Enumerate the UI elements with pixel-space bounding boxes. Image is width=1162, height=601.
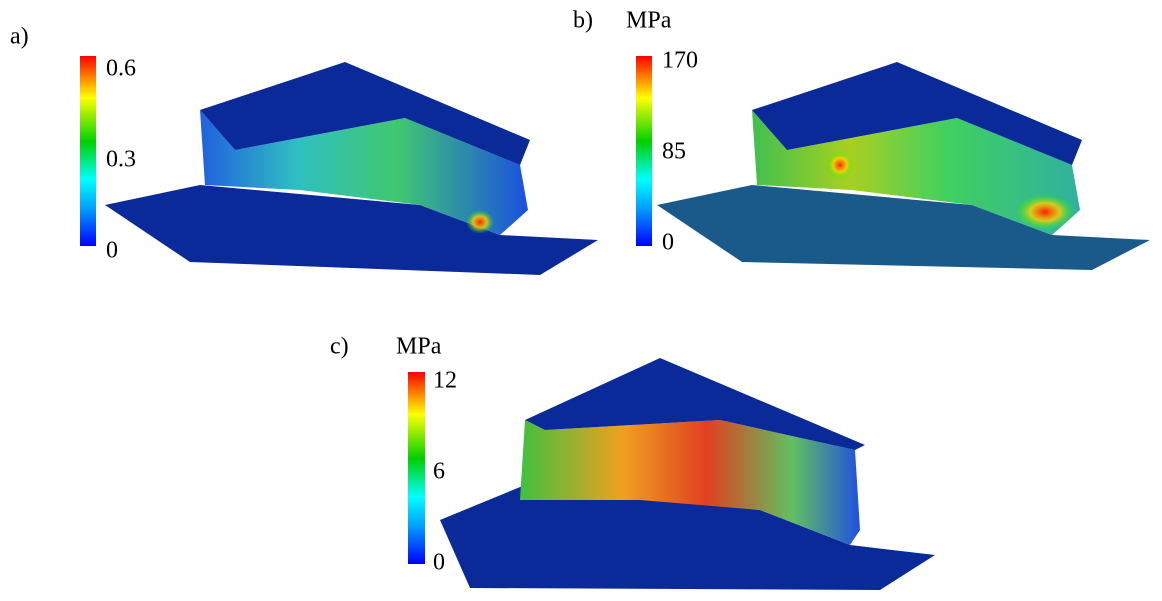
figure: a) b) MPa c) MPa 0 0.3 0.6 0 85 170 0 6 12 xyxy=(0,0,1162,601)
colorbar xyxy=(408,372,425,564)
colorbar-tick-label: 12 xyxy=(433,368,457,394)
panel-label: b) xyxy=(573,8,593,34)
panel-label: a) xyxy=(10,24,29,50)
panel-label: c) xyxy=(330,334,349,360)
colorbar-tick-label: 85 xyxy=(662,139,686,165)
part-b xyxy=(657,62,1150,270)
colorbar-tick-label: 170 xyxy=(662,48,698,74)
colorbar-tick-label: 0 xyxy=(106,238,118,264)
colorbar xyxy=(80,56,96,246)
part-c xyxy=(440,358,935,590)
unit-label: MPa xyxy=(626,8,672,34)
colorbar-tick-label: 0.3 xyxy=(106,147,136,173)
page: {"panels": [ {"label": "a)", "colorbar":… xyxy=(0,0,1162,601)
colorbar-tick-label: 0 xyxy=(662,230,674,256)
unit-label: MPa xyxy=(396,334,442,360)
colorbar xyxy=(636,56,652,246)
part-a xyxy=(105,62,598,275)
colorbar-tick-label: 0.6 xyxy=(106,56,136,82)
colorbar-tick-label: 0 xyxy=(433,550,445,576)
colorbar-tick-label: 6 xyxy=(433,459,445,485)
